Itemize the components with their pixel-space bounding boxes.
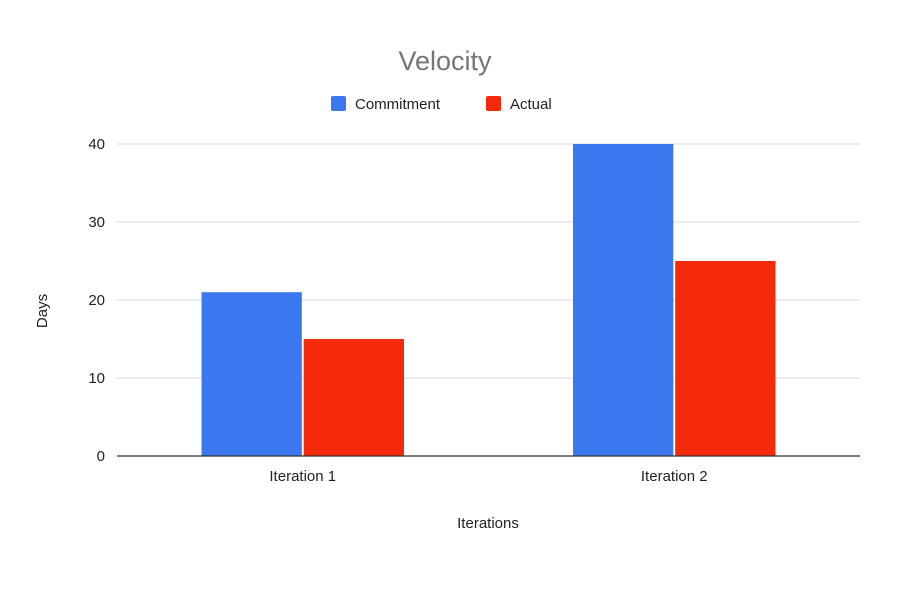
legend-swatch-actual <box>486 96 501 111</box>
y-tick-label: 0 <box>97 448 105 465</box>
y-tick-label: 40 <box>88 136 105 153</box>
bar-actual-1 <box>303 339 404 456</box>
bar-actual-2 <box>675 261 776 456</box>
x-tick-label: Iteration 2 <box>641 468 708 485</box>
bar-commitment-2 <box>573 144 674 456</box>
bar-commitment-1 <box>201 292 302 456</box>
x-axis-label: Iterations <box>457 515 519 532</box>
legend-label-commitment: Commitment <box>355 96 441 113</box>
y-tick-label: 20 <box>88 292 105 309</box>
y-tick-label: 10 <box>88 370 105 387</box>
x-axis-ticks: Iteration 1 Iteration 2 <box>269 468 707 485</box>
legend-swatch-commitment <box>331 96 346 111</box>
legend: Commitment Actual <box>331 96 552 113</box>
bars <box>201 144 776 456</box>
chart-title: Velocity <box>398 46 492 76</box>
y-tick-label: 30 <box>88 214 105 231</box>
x-tick-label: Iteration 1 <box>269 468 336 485</box>
y-axis-ticks: 0 10 20 30 40 <box>88 136 105 465</box>
y-axis-label: Days <box>34 294 51 328</box>
legend-label-actual: Actual <box>510 96 552 113</box>
